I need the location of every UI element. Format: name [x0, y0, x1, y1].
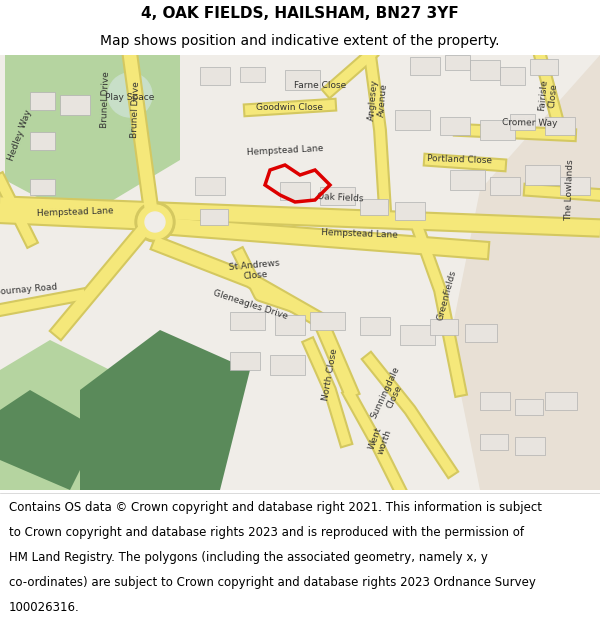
Bar: [280, 182, 310, 200]
Circle shape: [135, 202, 175, 242]
Bar: [230, 352, 260, 370]
Text: Sunningdale
Close: Sunningdale Close: [369, 365, 411, 425]
Text: Hempstead Lane: Hempstead Lane: [37, 206, 113, 218]
Text: to Crown copyright and database rights 2023 and is reproduced with the permissio: to Crown copyright and database rights 2…: [9, 526, 524, 539]
Bar: [430, 319, 458, 335]
Bar: [200, 67, 230, 85]
Bar: [240, 67, 265, 82]
Text: Brunel Drive: Brunel Drive: [100, 71, 110, 129]
Circle shape: [108, 73, 152, 117]
Text: Fairisle
Close: Fairisle Close: [537, 78, 559, 112]
Text: Anglesey
Avenue: Anglesey Avenue: [367, 79, 389, 121]
Bar: [60, 95, 90, 115]
Bar: [440, 117, 470, 135]
Bar: [410, 57, 440, 75]
Bar: [525, 165, 560, 185]
Text: Contains OS data © Crown copyright and database right 2021. This information is : Contains OS data © Crown copyright and d…: [9, 501, 542, 514]
Bar: [480, 392, 510, 410]
Bar: [450, 170, 485, 190]
Polygon shape: [80, 330, 250, 490]
Bar: [545, 117, 575, 135]
Bar: [270, 355, 305, 375]
Text: The Lowlands: The Lowlands: [565, 159, 575, 221]
Bar: [480, 120, 515, 140]
Text: Gleneagles Drive: Gleneagles Drive: [212, 289, 289, 321]
Polygon shape: [5, 55, 180, 220]
Bar: [500, 67, 525, 85]
Bar: [395, 110, 430, 130]
Text: Oak Fields: Oak Fields: [317, 192, 364, 204]
Polygon shape: [0, 340, 150, 490]
Bar: [320, 187, 355, 205]
Bar: [510, 114, 535, 130]
Bar: [395, 202, 425, 220]
Text: Farne Close: Farne Close: [294, 81, 346, 89]
Bar: [195, 177, 225, 195]
Bar: [200, 209, 228, 225]
Bar: [230, 312, 265, 330]
Circle shape: [145, 212, 165, 232]
Text: Goodwin Close: Goodwin Close: [257, 102, 323, 111]
Text: HM Land Registry. The polygons (including the associated geometry, namely x, y: HM Land Registry. The polygons (includin…: [9, 551, 488, 564]
Text: Play Space: Play Space: [106, 92, 155, 101]
Bar: [310, 312, 345, 330]
Bar: [465, 324, 497, 342]
Bar: [530, 59, 558, 75]
Bar: [400, 325, 435, 345]
Bar: [560, 177, 590, 195]
Circle shape: [138, 205, 172, 239]
Text: Brunel Drive: Brunel Drive: [130, 81, 140, 139]
Polygon shape: [0, 390, 100, 490]
Bar: [275, 315, 305, 335]
Text: St Andrews
Close: St Andrews Close: [229, 258, 281, 282]
Bar: [445, 55, 470, 70]
Bar: [515, 437, 545, 455]
Text: Went
worth: Went worth: [367, 424, 394, 456]
Bar: [480, 434, 508, 450]
Text: North Close: North Close: [321, 348, 339, 402]
Text: Map shows position and indicative extent of the property.: Map shows position and indicative extent…: [100, 34, 500, 48]
Text: Portland Close: Portland Close: [427, 154, 493, 166]
Text: Hempstead Lane: Hempstead Lane: [322, 228, 398, 240]
Bar: [470, 60, 500, 80]
Bar: [30, 179, 55, 195]
Polygon shape: [80, 100, 170, 180]
Bar: [360, 317, 390, 335]
Text: 100026316.: 100026316.: [9, 601, 80, 614]
Bar: [360, 199, 388, 215]
Text: co-ordinates) are subject to Crown copyright and database rights 2023 Ordnance S: co-ordinates) are subject to Crown copyr…: [9, 576, 536, 589]
Bar: [285, 70, 320, 90]
Text: Hedley Way: Hedley Way: [7, 108, 34, 162]
Text: 4, OAK FIELDS, HAILSHAM, BN27 3YF: 4, OAK FIELDS, HAILSHAM, BN27 3YF: [141, 6, 459, 21]
Text: Greenfields: Greenfields: [436, 269, 458, 321]
Polygon shape: [450, 55, 600, 490]
Text: Hempstead Lane: Hempstead Lane: [247, 144, 323, 156]
Bar: [490, 177, 520, 195]
Bar: [545, 392, 577, 410]
Text: Gournay Road: Gournay Road: [0, 282, 57, 298]
Bar: [30, 92, 55, 110]
Text: Cromer Way: Cromer Way: [502, 118, 558, 128]
Bar: [30, 132, 55, 150]
Bar: [515, 399, 543, 415]
